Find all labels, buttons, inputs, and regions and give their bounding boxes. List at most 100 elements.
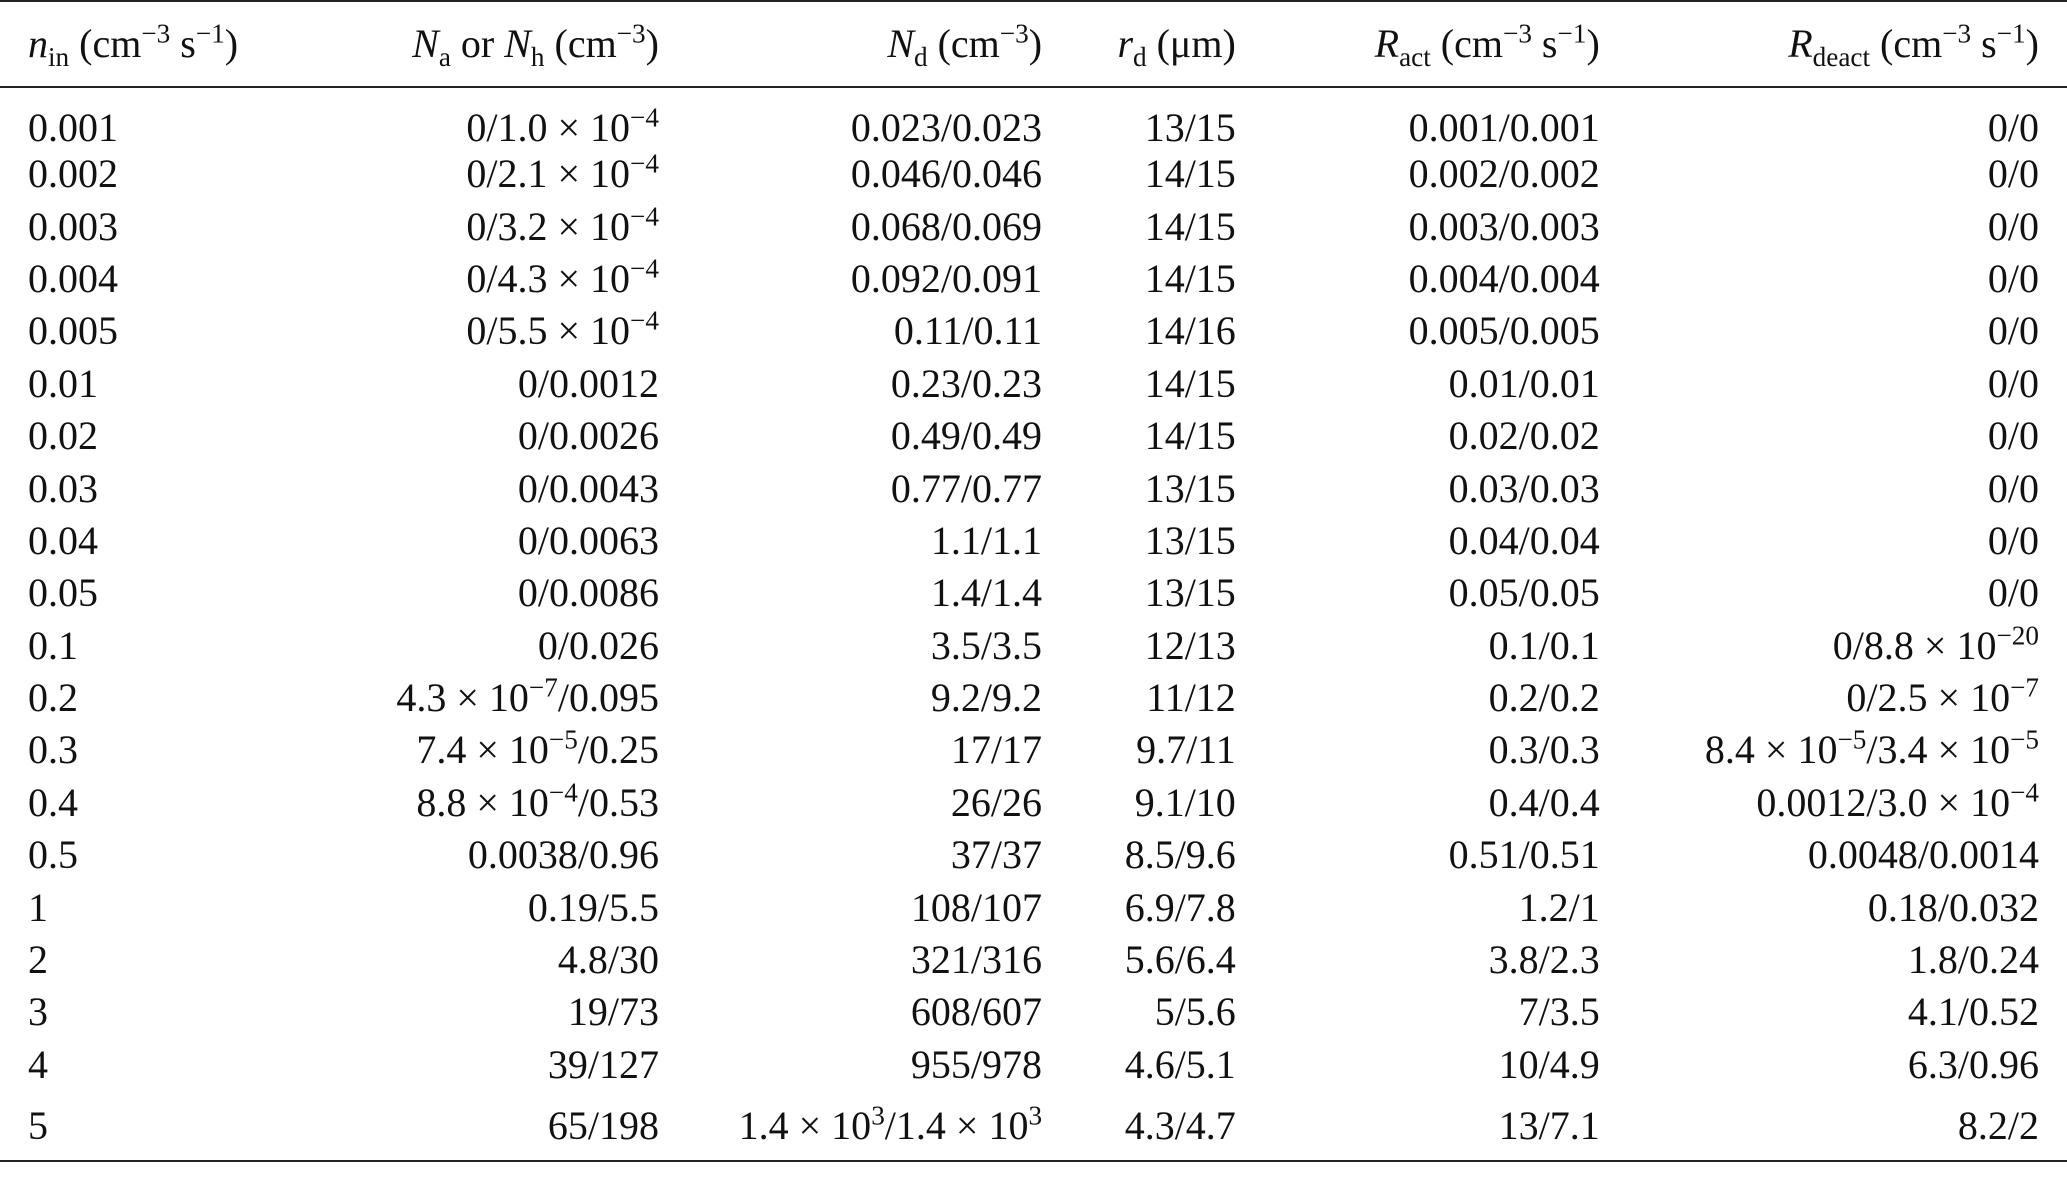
cell-rdeact: 6.3/0.96: [1907, 1041, 2039, 1087]
table-header: nin (cm−3 s−1) Na or Nh (cm−3) Nd (cm−3)…: [0, 0, 2067, 88]
cell-rd: 12/13: [1144, 622, 1236, 668]
cell-rdeact: 0/0: [1987, 255, 2039, 301]
table-row: 0.4 8.8 × 10−4/0.53 26/26 9.1/10 0.4/0.4 0.00…: [0, 777, 2067, 829]
header-nd-exp: −3: [999, 18, 1029, 49]
cell-rdeact: 0/0: [1987, 413, 2039, 459]
cell-nd: 0.023/0.023: [850, 105, 1043, 150]
table-row: 0.004 0/4.3 × 10−4 0.092/0.091 14/15 0.004/0…: [0, 253, 2067, 305]
table-body: 0.001 0/1.0 × 10−4 0.023/0.023 13/15 0.001/0…: [0, 87, 2067, 1163]
cell-rd: 4.6/5.1: [1124, 1041, 1236, 1087]
cell-rdeact: 0.0012/3.0 × 10−4: [1756, 777, 2039, 825]
header-ract-subscript: act: [1399, 42, 1431, 72]
cell-na-nh: 0/0.026: [537, 622, 659, 668]
cell-rd: 11/12: [1146, 675, 1236, 721]
table-row: 5 65/198 1.4 × 103/1.4 × 103 4.3/4.7 13/7.1 8…: [0, 1091, 2067, 1163]
cell-rdeact: 0/0: [1987, 203, 2039, 249]
cell-n-in: 1: [28, 884, 48, 930]
header-rdeact-unit-end: ): [2025, 21, 2039, 66]
cell-ract: 13/7.1: [1259, 1091, 1624, 1163]
cell-rdeact: 0/0: [1987, 308, 2039, 354]
cell-n-in: 2: [28, 937, 48, 983]
header-ract-exp2: −1: [1557, 18, 1587, 49]
header-nh-symbol: N: [504, 21, 531, 66]
cell-n-in: 5: [0, 1091, 340, 1163]
cell-rdeact: 4.1/0.52: [1907, 989, 2039, 1035]
cell-nd: 608/607: [910, 989, 1043, 1035]
cell-n-in: 0.004: [28, 255, 118, 301]
table-row: 0.02 0/0.0026 0.49/0.49 14/15 0.02/0.02 0/0: [0, 410, 2067, 462]
table-row: 0.2 4.3 × 10−7/0.095 9.2/9.2 11/12 0.2/0.2 0/…: [0, 672, 2067, 724]
header-n-in: nin (cm−3 s−1): [0, 0, 340, 88]
cell-rdeact: 0/0: [1987, 465, 2039, 511]
cell-rd: 8.5/9.6: [1124, 832, 1236, 878]
cell-rdeact: 0/8.8 × 10−20: [1832, 620, 2039, 668]
cell-rd: 14/15: [1144, 255, 1236, 301]
header-nd-unit-end: ): [1028, 21, 1043, 66]
header-ract-exp1: −3: [1502, 18, 1532, 49]
cell-n-in: 0.2: [28, 675, 78, 721]
header-nd-subscript: d: [914, 42, 928, 72]
header-n-in-exp1: −3: [141, 18, 171, 49]
cell-ract: 0.003/0.003: [1408, 203, 1600, 249]
header-na-nh: Na or Nh (cm−3): [339, 0, 683, 88]
cell-rd: 13/15: [1144, 105, 1236, 150]
cell-nd: 0.11/0.11: [893, 308, 1043, 354]
cell-n-in: 0.01: [28, 360, 98, 406]
cell-na-nh: 4.3 × 10−7/0.095: [396, 672, 659, 721]
cell-na-nh: 0/1.0 × 10−4: [466, 102, 659, 150]
cell-ract: 0.04/0.04: [1448, 517, 1600, 563]
cell-na-nh: 0.0038/0.96: [467, 832, 659, 878]
cell-rdeact: 0/0: [1987, 151, 2039, 197]
table-row: 0.002 0/2.1 × 10−4 0.046/0.046 14/15 0.002/0…: [0, 148, 2067, 200]
cell-rdeact: 8.4 × 10−5/3.4 × 10−5: [1704, 725, 2039, 773]
cell-nd: 0.23/0.23: [890, 360, 1043, 406]
cell-n-in: 0.02: [28, 413, 98, 459]
cell-ract: 0.005/0.005: [1408, 308, 1600, 354]
cell-rd: 13/15: [1144, 465, 1236, 511]
cell-na-nh: 19/73: [567, 989, 659, 1035]
cell-n-in: 0.03: [28, 465, 98, 511]
cell-rdeact: 0/0: [1987, 570, 2039, 616]
cell-nd: 955/978: [910, 1041, 1043, 1087]
cell-n-in: 0.04: [28, 517, 98, 563]
header-ract-unit: (cm: [1430, 21, 1503, 66]
cell-ract: 0.3/0.3: [1488, 727, 1600, 773]
cell-na-nh: 0.19/5.5: [527, 884, 659, 930]
table-row: 1 0.19/5.5 108/107 6.9/7.8 1.2/1 0.18/0.032: [0, 881, 2067, 933]
header-ract-symbol: R: [1374, 21, 1400, 66]
header-nd: Nd (cm−3): [682, 0, 1067, 88]
cell-nd: 0.092/0.091: [850, 255, 1043, 301]
cell-rdeact: 0/2.5 × 10−7: [1846, 672, 2039, 721]
cell-ract: 0.01/0.01: [1448, 360, 1600, 406]
cell-n-in: 0.05: [28, 570, 98, 616]
cell-rd: 14/15: [1144, 413, 1236, 459]
cell-na-nh: 65/198: [339, 1091, 683, 1163]
header-na-subscript: a: [438, 42, 451, 72]
cell-nd: 321/316: [910, 937, 1043, 983]
header-n-in-unit: (cm: [69, 21, 142, 66]
header-n-in-unit-mid: s: [170, 21, 196, 66]
table-row: 0.005 0/5.5 × 10−4 0.11/0.11 14/16 0.005/0.0…: [0, 305, 2067, 357]
cell-nd: 0.046/0.046: [850, 151, 1043, 197]
cell-ract: 1.2/1: [1518, 884, 1600, 930]
cell-na-nh: 0/0.0043: [517, 465, 659, 511]
table-row: 4 39/127 955/978 4.6/5.1 10/4.9 6.3/0.96: [0, 1039, 2067, 1091]
cell-n-in: 0.5: [28, 832, 78, 878]
cell-nd: 0.49/0.49: [890, 413, 1043, 459]
header-nd-symbol: N: [887, 21, 914, 66]
header-n-in-exp2: −1: [195, 18, 225, 49]
table-row: 0.05 0/0.0086 1.4/1.4 13/15 0.05/0.05 0/0: [0, 567, 2067, 619]
cell-n-in: 0.003: [28, 203, 118, 249]
table-row: 2 4.8/30 321/316 5.6/6.4 3.8/2.3 1.8/0.24: [0, 934, 2067, 986]
cell-na-nh: 0/0.0063: [517, 517, 659, 563]
cell-na-nh: 0/0.0012: [517, 360, 659, 406]
cell-nd: 9.2/9.2: [930, 675, 1043, 721]
cell-ract: 0.2/0.2: [1488, 675, 1600, 721]
cell-nd: 17/17: [950, 727, 1043, 773]
cell-rd: 13/15: [1144, 570, 1236, 616]
cell-ract: 7/3.5: [1518, 989, 1600, 1035]
cell-rd: 9.7/11: [1136, 727, 1236, 773]
table-row: 0.1 0/0.026 3.5/3.5 12/13 0.1/0.1 0/8.8 × 10−…: [0, 620, 2067, 672]
data-table: nin (cm−3 s−1) Na or Nh (cm−3) Nd (cm−3)…: [0, 0, 2067, 1163]
header-rdeact: Rdeact (cm−3 s−1): [1623, 0, 2067, 88]
